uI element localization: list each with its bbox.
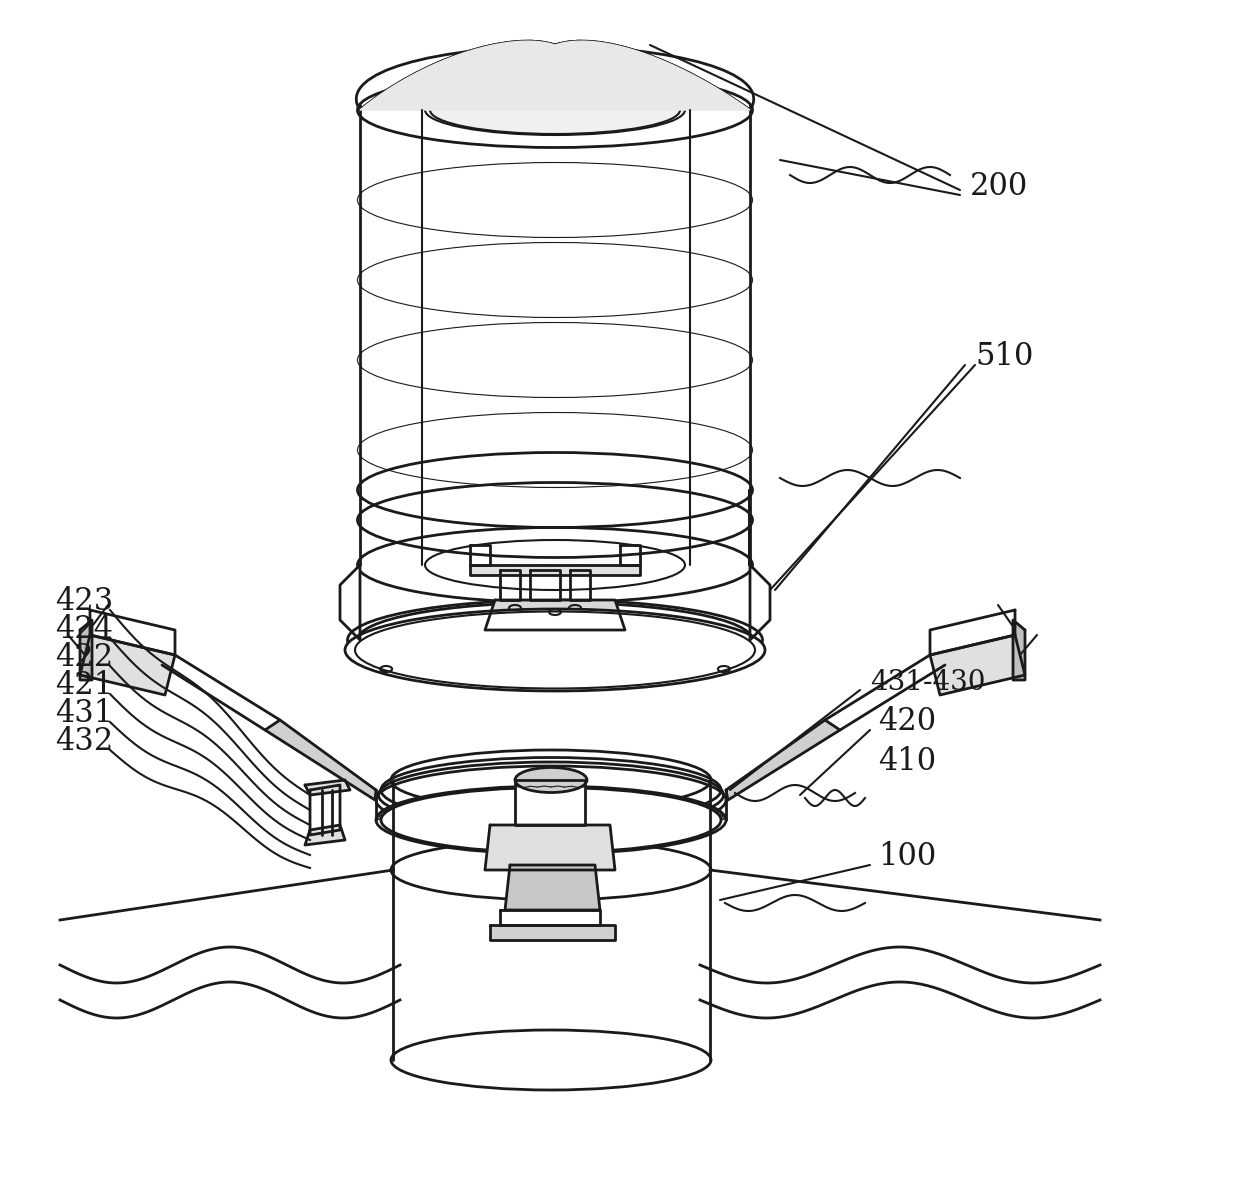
- Ellipse shape: [376, 786, 725, 854]
- Polygon shape: [490, 925, 615, 940]
- Polygon shape: [930, 610, 1016, 655]
- Polygon shape: [1013, 620, 1025, 680]
- Ellipse shape: [391, 840, 711, 900]
- Ellipse shape: [425, 85, 684, 134]
- Polygon shape: [505, 865, 600, 910]
- Polygon shape: [485, 826, 615, 870]
- Polygon shape: [265, 720, 376, 800]
- Ellipse shape: [357, 72, 753, 148]
- Ellipse shape: [357, 602, 753, 678]
- Text: 431: 431: [55, 698, 113, 728]
- Polygon shape: [81, 620, 92, 680]
- Ellipse shape: [347, 600, 763, 680]
- Polygon shape: [81, 635, 175, 695]
- Polygon shape: [470, 545, 490, 565]
- Text: 510: 510: [975, 341, 1033, 372]
- Ellipse shape: [391, 750, 711, 810]
- Polygon shape: [360, 41, 750, 110]
- Ellipse shape: [391, 1030, 711, 1090]
- Polygon shape: [529, 570, 560, 600]
- Polygon shape: [725, 720, 839, 800]
- Text: 432: 432: [55, 726, 113, 757]
- Polygon shape: [470, 565, 640, 575]
- Polygon shape: [91, 610, 175, 655]
- Polygon shape: [310, 785, 340, 835]
- Text: 420: 420: [878, 706, 936, 737]
- Polygon shape: [500, 570, 520, 600]
- Text: 424: 424: [55, 614, 113, 646]
- Text: 431-430: 431-430: [870, 670, 986, 696]
- Polygon shape: [500, 910, 600, 925]
- Ellipse shape: [570, 566, 590, 574]
- Text: 421: 421: [55, 670, 113, 701]
- Polygon shape: [340, 565, 360, 640]
- Ellipse shape: [515, 768, 587, 792]
- Ellipse shape: [345, 608, 765, 691]
- Polygon shape: [485, 600, 625, 630]
- Text: 423: 423: [55, 586, 113, 617]
- Polygon shape: [305, 826, 345, 845]
- Polygon shape: [515, 780, 585, 826]
- Polygon shape: [620, 545, 640, 565]
- Polygon shape: [930, 635, 1025, 695]
- Polygon shape: [570, 570, 590, 600]
- Ellipse shape: [529, 566, 560, 574]
- Polygon shape: [305, 780, 350, 794]
- Polygon shape: [750, 565, 770, 640]
- Text: 100: 100: [878, 841, 936, 872]
- Text: 422: 422: [55, 642, 113, 673]
- Text: 410: 410: [878, 746, 936, 778]
- Text: 200: 200: [970, 170, 1028, 202]
- Ellipse shape: [500, 566, 520, 574]
- Ellipse shape: [357, 528, 753, 602]
